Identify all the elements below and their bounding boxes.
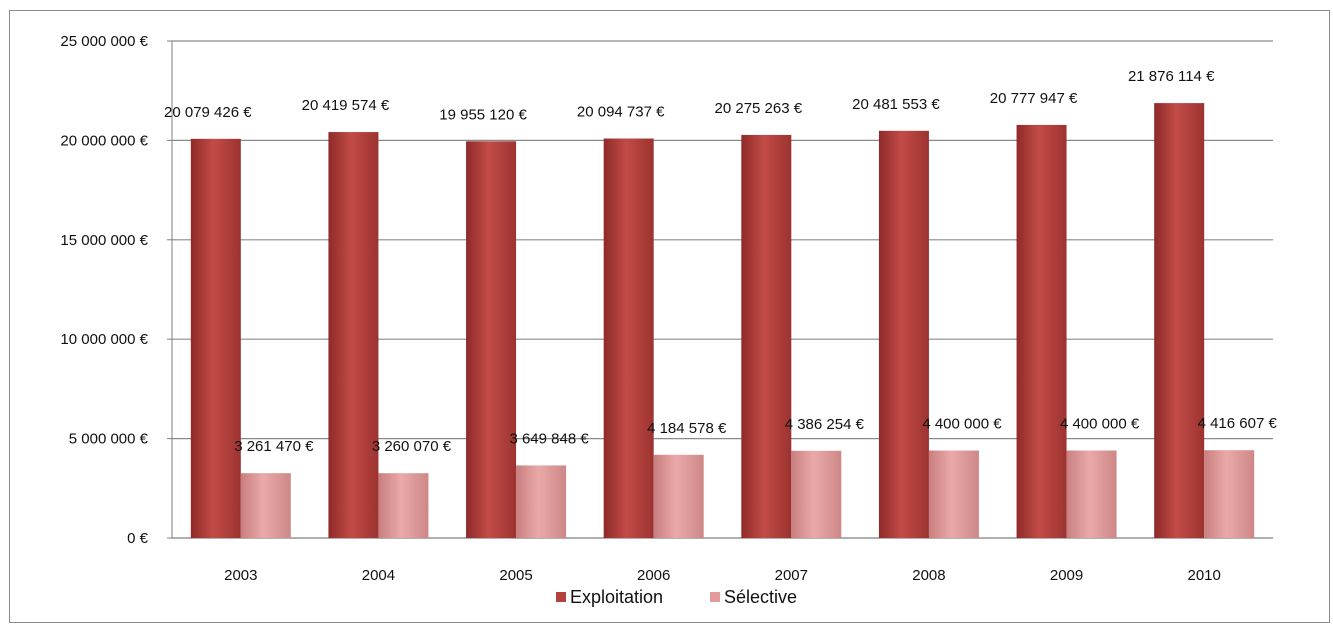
bar-exploitation-2005 [466,141,517,538]
data-label-exploitation-2003: 20 079 426 € [164,104,252,121]
bar-exploitation-2004 [328,132,379,538]
bar-selective-2003 [240,473,291,538]
bar-selective-2004 [378,473,429,538]
x-axis: 2003 2004 2005 2006 2007 2008 2009 2010 [224,567,1221,584]
x-tick-label: 2008 [912,567,945,584]
data-label-selective-2005: 3 649 848 € [509,430,589,447]
data-label-exploitation-2010: 21 876 114 € [1128,68,1215,85]
y-tick-label: 0 € [127,530,149,547]
data-label-selective-2008: 4 400 000 € [922,416,1002,433]
bar-selective-2010 [1204,450,1255,538]
x-tick-label: 2004 [362,567,395,584]
bar-exploitation-2009 [1016,124,1067,538]
legend: Exploitation Sélective [556,587,797,607]
data-labels: 20 079 426 € 3 261 470 € 20 419 574 € 3 260… [164,68,1277,455]
x-tick-label: 2007 [775,567,808,584]
bar-exploitation-2008 [878,130,929,538]
data-label-exploitation-2005: 19 955 120 € [439,106,527,123]
y-tick-label: 20 000 000 € [60,132,148,149]
legend-label-selective: Sélective [724,587,797,607]
x-tick-label: 2009 [1050,567,1083,584]
data-label-exploitation-2009: 20 777 947 € [990,90,1078,107]
y-tick-label: 10 000 000 € [60,331,148,348]
x-tick-label: 2006 [637,567,670,584]
data-label-selective-2003: 3 261 470 € [234,438,314,455]
data-label-exploitation-2006: 20 094 737 € [577,104,665,121]
y-axis: 0 € 5 000 000 € 10 000 000 € 15 000 000 € 20… [60,33,173,547]
data-label-selective-2007: 4 386 254 € [785,416,865,433]
y-tick-label: 15 000 000 € [60,232,148,249]
bar-exploitation-2010 [1154,103,1205,539]
data-label-selective-2006: 4 184 578 € [647,420,727,437]
legend-swatch-exploitation [556,592,566,602]
data-label-selective-2004: 3 260 070 € [372,438,452,455]
data-label-selective-2009: 4 400 000 € [1060,416,1140,433]
data-label-exploitation-2004: 20 419 574 € [302,97,390,114]
bar-exploitation-2003 [190,138,241,538]
bar-selective-2006 [653,454,704,538]
x-tick-label: 2010 [1188,567,1221,584]
bar-exploitation-2007 [741,134,792,538]
legend-swatch-selective [710,592,720,602]
bars [190,103,1255,539]
x-tick-label: 2003 [224,567,257,584]
bar-exploitation-2006 [603,138,654,538]
bar-selective-2005 [516,465,567,538]
bar-selective-2009 [1066,450,1117,538]
legend-label-exploitation: Exploitation [570,587,663,607]
bar-selective-2007 [791,450,842,538]
x-tick-label: 2005 [499,567,532,584]
data-label-exploitation-2008: 20 481 553 € [852,96,940,113]
data-label-exploitation-2007: 20 275 263 € [715,100,803,117]
data-label-selective-2010: 4 416 607 € [1198,415,1278,432]
y-tick-label: 5 000 000 € [69,431,149,448]
bar-selective-2008 [928,450,979,538]
y-tick-label: 25 000 000 € [60,33,148,50]
